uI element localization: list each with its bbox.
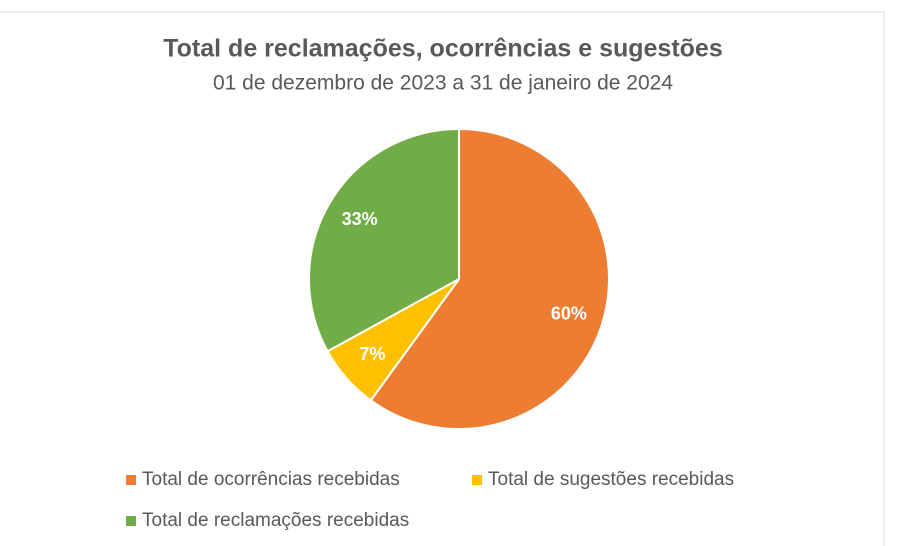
legend-label: Total de sugestões recebidas: [488, 469, 734, 490]
legend-label: Total de ocorrências recebidas: [142, 469, 400, 490]
data-label: 60%: [551, 303, 587, 323]
data-label: 7%: [359, 344, 385, 364]
legend-swatch: [472, 475, 482, 485]
pie-slice: [369, 127, 610, 430]
pie-slice: [308, 127, 460, 353]
data-label: 33%: [342, 209, 378, 229]
chart-title: Total de reclamações, ocorrências e suge…: [163, 35, 723, 63]
chart-subtitle: 01 de dezembro de 2023 a 31 de janeiro d…: [213, 72, 673, 95]
legend-swatch: [126, 516, 136, 526]
legend-swatch: [126, 475, 136, 485]
legend-label: Total de reclamações recebidas: [142, 510, 409, 531]
